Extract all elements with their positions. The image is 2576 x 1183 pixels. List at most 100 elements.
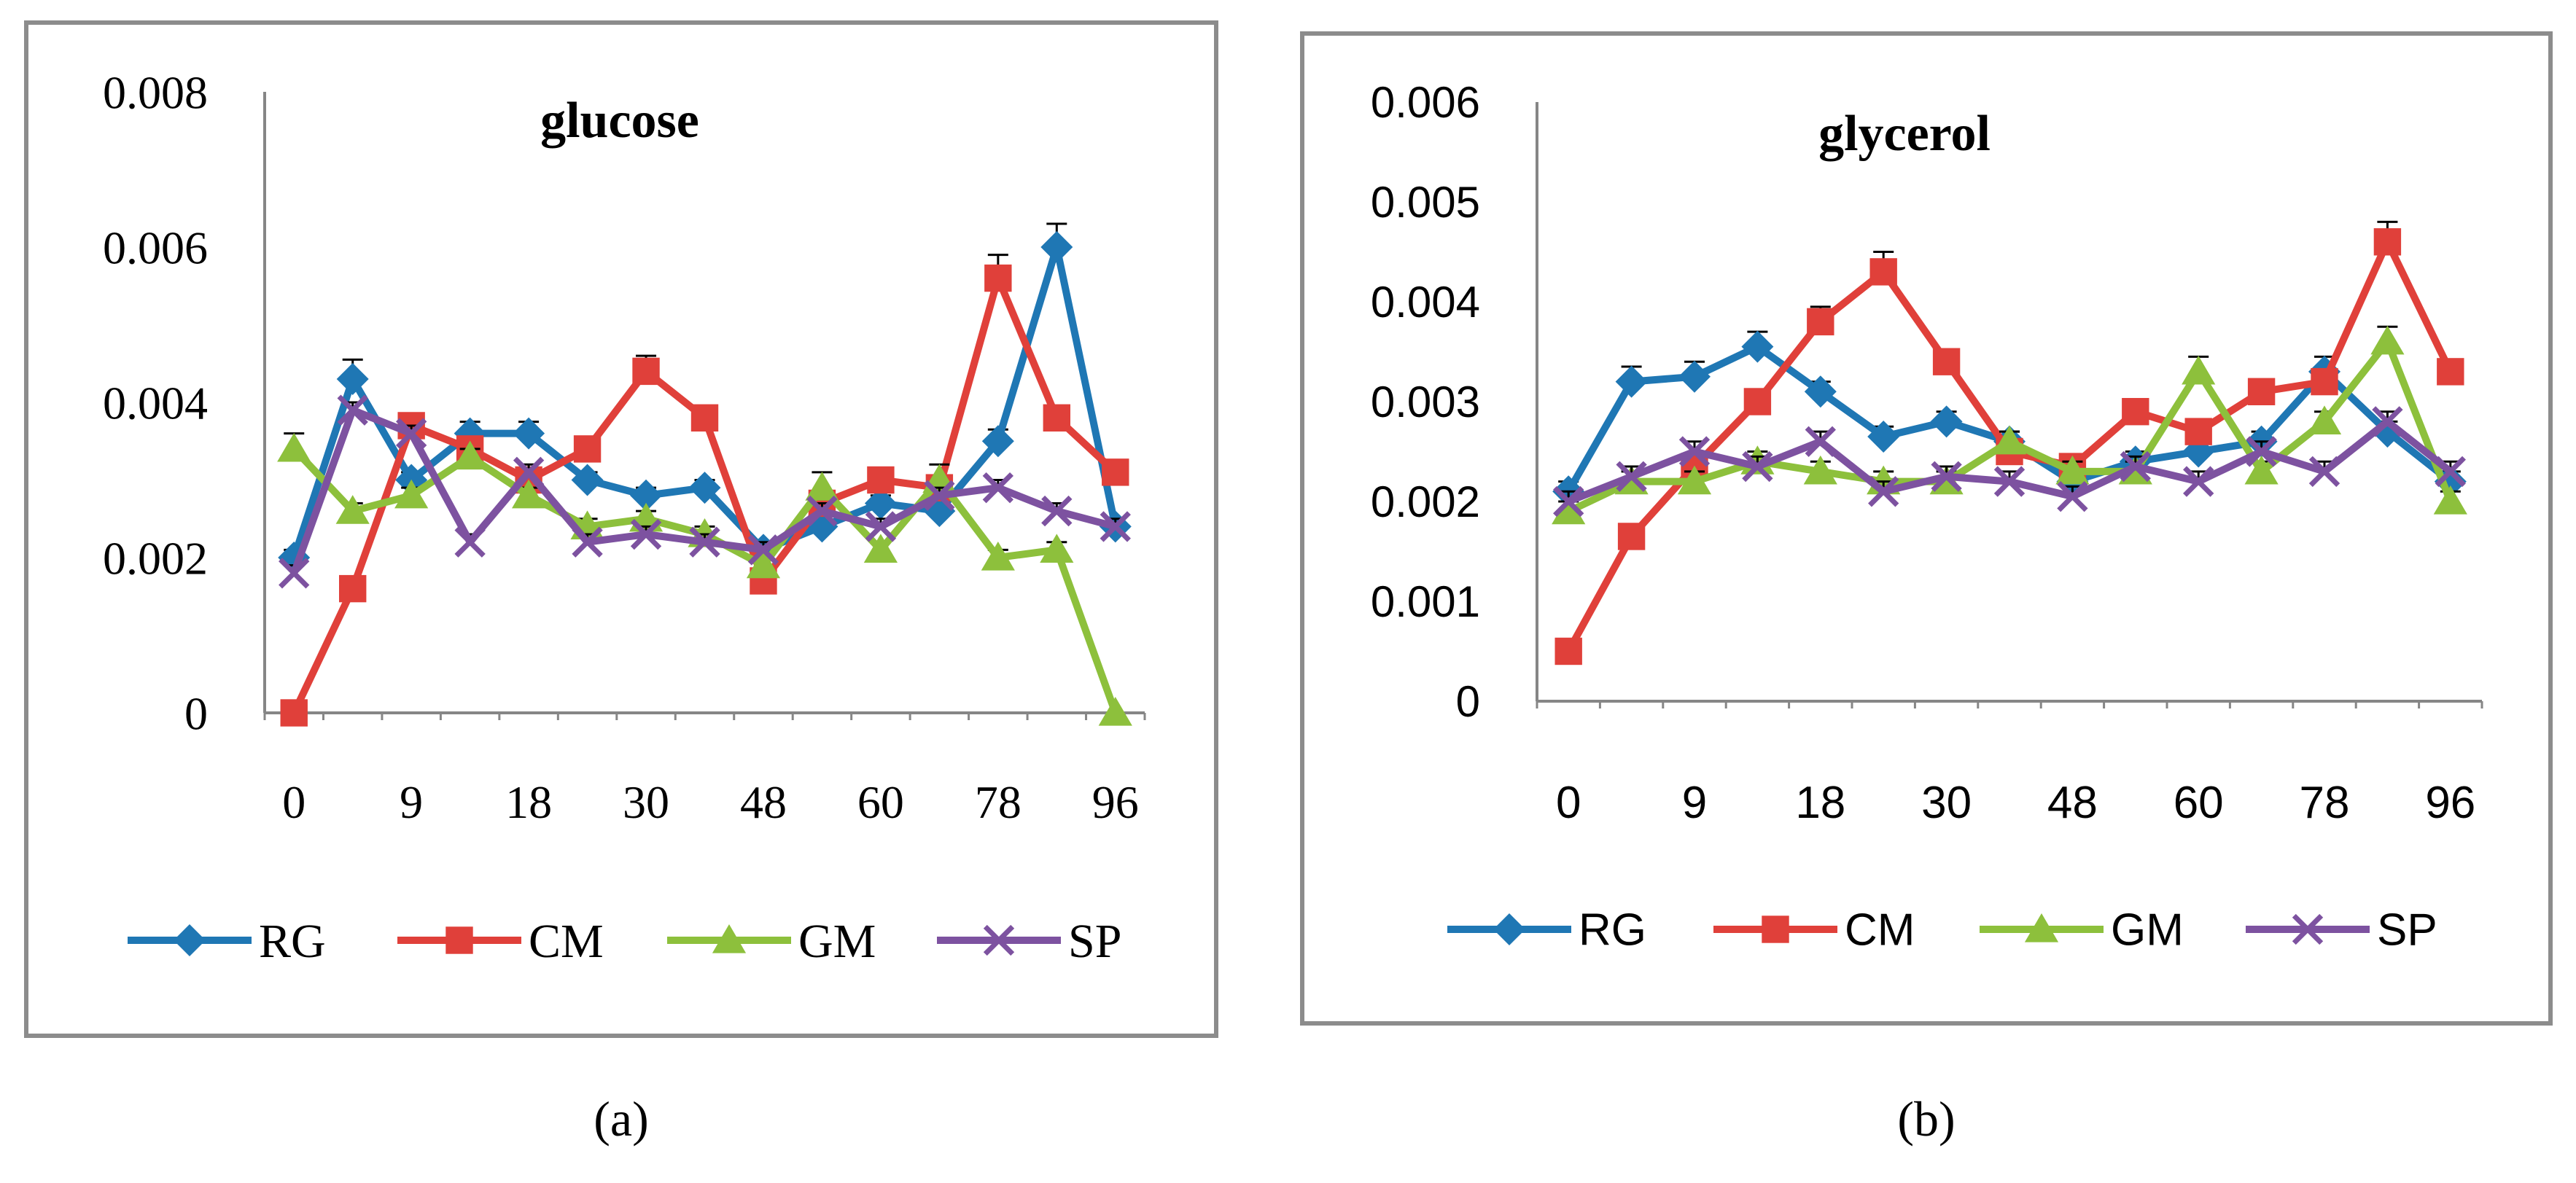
chart-glucose: 0 0.002 0.004 0.006 0.008 0 9 18 30 48 60 78 96 gluco… (103, 66, 1146, 968)
y-tick-label: 0.002 (1371, 477, 1480, 526)
panel-a-frame (24, 20, 1218, 1038)
x-tick-label: 9 (1682, 778, 1707, 828)
data-point-sp (2057, 480, 2088, 512)
legend-label: RG (1579, 905, 1646, 956)
data-point-sp (1742, 450, 1773, 483)
data-point-gm (746, 549, 781, 579)
data-point-cm (1807, 308, 1834, 336)
data-point-rg (571, 464, 604, 496)
data-point-cm (1617, 523, 1646, 550)
y-tick-label: 0.008 (103, 66, 208, 118)
data-point-cm (339, 574, 367, 603)
legend-marker (2292, 913, 2324, 945)
data-point-gm (1098, 697, 1132, 726)
data-point-sp (865, 511, 897, 542)
data-point-sp (747, 534, 779, 566)
data-point-cm (867, 466, 895, 494)
data-point-gm (1552, 495, 1586, 525)
y-tick-label: 0 (1456, 677, 1480, 726)
x-tick-label: 96 (2425, 778, 2475, 828)
data-point-rg (1867, 420, 1900, 453)
legend-marker (445, 926, 473, 954)
data-point-sp (630, 518, 662, 550)
data-point-gm (1677, 465, 1712, 495)
data-point-sp (689, 526, 720, 558)
data-point-cm (2247, 378, 2276, 405)
data-point-gm (2433, 485, 2467, 515)
data-point-rg (1930, 405, 1963, 438)
data-point-cm (2122, 398, 2149, 426)
data-point-cm (1554, 637, 1582, 665)
x-tick-label: 60 (857, 776, 904, 828)
y-tick-label: 0 (184, 687, 208, 739)
data-point-sp (395, 418, 427, 449)
data-point-gm (453, 440, 487, 470)
data-point-sp (982, 472, 1014, 504)
x-tick-label: 30 (1921, 778, 1972, 828)
y-tick-label: 0.005 (1371, 178, 1480, 227)
data-point-sp (513, 456, 545, 488)
chart-title: glycerol (1818, 106, 1991, 162)
data-point-cm (984, 264, 1012, 292)
data-point-cm (1743, 388, 1772, 415)
data-point-cm (690, 404, 719, 432)
data-point-cm (573, 435, 602, 463)
data-point-cm (2437, 358, 2464, 386)
x-tick-label: 30 (623, 776, 669, 828)
data-point-gm (512, 479, 546, 509)
data-point-sp (1868, 476, 1899, 507)
data-point-gm (2370, 325, 2405, 355)
data-point-sp (1805, 426, 1836, 457)
x-tick-label: 78 (2300, 778, 2350, 828)
data-point-cm (2311, 367, 2338, 396)
data-point-cm (1043, 404, 1070, 432)
data-point-gm (2055, 455, 2090, 485)
data-point-cm (632, 357, 660, 386)
data-point-gm (277, 432, 311, 462)
x-tick-label: 18 (1795, 778, 1845, 828)
data-point-rg (1741, 330, 1774, 363)
data-point-sp (1100, 511, 1131, 542)
data-point-rg (1804, 375, 1837, 408)
data-point-gm (1803, 455, 1837, 485)
legend: RG CM GM SP (1447, 905, 2437, 956)
chart-title: glucose (540, 93, 699, 149)
data-point-sp (2372, 406, 2403, 437)
data-point-cm (1932, 348, 1961, 375)
legend-label: GM (2111, 905, 2184, 956)
legend-marker (1762, 915, 1789, 943)
y-tick-label: 0.003 (1371, 378, 1480, 426)
data-point-sp (337, 394, 368, 426)
data-point-gm (2307, 405, 2342, 434)
legend: RG CM GM SP (128, 915, 1121, 968)
data-point-rg (336, 363, 369, 396)
data-point-rg (688, 472, 721, 504)
legend-marker (712, 924, 747, 953)
chart-glycerol: 0 0.001 0.002 0.003 0.004 0.005 0.006 0 9 18 30 48 6… (1371, 78, 2483, 956)
y-tick-label: 0.006 (1371, 78, 1480, 127)
y-tick-label: 0.004 (1371, 278, 1480, 327)
data-point-rg (630, 479, 663, 512)
legend-marker (2024, 913, 2059, 942)
data-point-cm (2373, 228, 2402, 256)
data-point-sp (454, 526, 486, 558)
series-sp (279, 394, 1131, 589)
y-tick-label: 0.001 (1371, 577, 1480, 626)
x-tick-label: 0 (1556, 778, 1581, 828)
data-point-sp (1993, 466, 2026, 497)
panel-label-b: (b) (1897, 1091, 1955, 1147)
data-point-gm (1992, 425, 2027, 455)
data-point-rg (981, 425, 1014, 458)
legend-marker (174, 924, 206, 956)
data-point-gm (1040, 534, 1074, 563)
data-point-sp (2183, 466, 2214, 497)
data-point-rg (1678, 360, 1711, 393)
x-tick-label: 0 (282, 776, 306, 828)
data-point-sp (1678, 436, 1711, 467)
legend-label: SP (1068, 915, 1121, 968)
data-point-gm (863, 534, 898, 563)
data-point-rg (1040, 231, 1073, 263)
data-point-sp (2246, 436, 2277, 467)
y-tick-label: 0.004 (103, 377, 208, 429)
